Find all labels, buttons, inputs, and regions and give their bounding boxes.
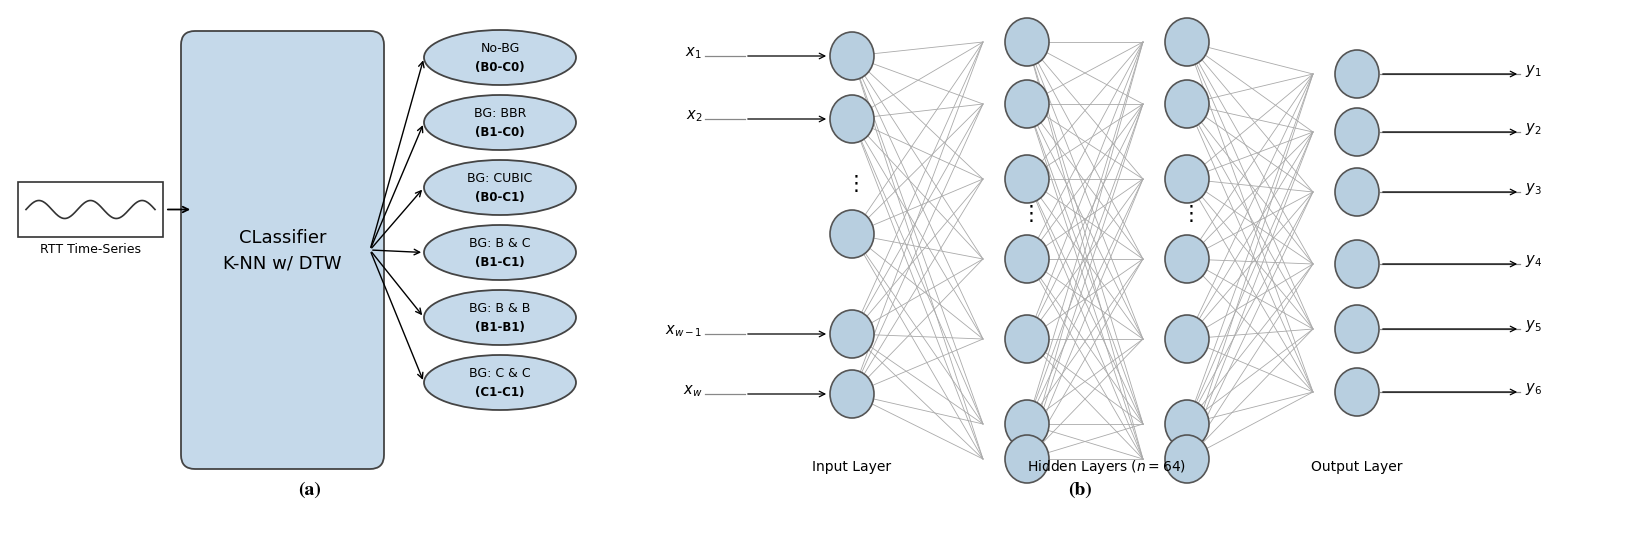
Ellipse shape — [831, 210, 873, 258]
Ellipse shape — [1335, 305, 1379, 353]
Ellipse shape — [1165, 435, 1210, 483]
Ellipse shape — [831, 370, 873, 418]
Ellipse shape — [1165, 235, 1210, 283]
Ellipse shape — [1335, 108, 1379, 156]
Text: Output Layer: Output Layer — [1312, 460, 1402, 474]
Text: BG: B & C: BG: B & C — [470, 237, 531, 250]
Ellipse shape — [424, 95, 577, 150]
Text: $y_3$: $y_3$ — [1524, 181, 1541, 197]
Text: RTT Time-Series: RTT Time-Series — [40, 243, 142, 256]
Text: $x_1$: $x_1$ — [686, 45, 702, 61]
Text: $\vdots$: $\vdots$ — [1020, 203, 1033, 224]
Ellipse shape — [1335, 368, 1379, 416]
Ellipse shape — [424, 355, 577, 410]
Text: $\vdots$: $\vdots$ — [845, 173, 859, 195]
Text: $y_5$: $y_5$ — [1524, 318, 1541, 334]
Text: (a): (a) — [298, 481, 321, 499]
Text: CLassifier: CLassifier — [239, 229, 326, 247]
Ellipse shape — [1335, 168, 1379, 216]
Text: $x_w$: $x_w$ — [682, 383, 702, 399]
Ellipse shape — [1005, 400, 1050, 448]
Ellipse shape — [831, 310, 873, 358]
Ellipse shape — [1165, 80, 1210, 128]
Text: $x_{w-1}$: $x_{w-1}$ — [664, 323, 702, 339]
Ellipse shape — [1165, 400, 1210, 448]
Text: (B1-B1): (B1-B1) — [475, 321, 526, 334]
Ellipse shape — [1005, 155, 1050, 203]
Ellipse shape — [1335, 50, 1379, 98]
Text: $x_2$: $x_2$ — [686, 108, 702, 124]
Text: Input Layer: Input Layer — [812, 460, 892, 474]
Text: (b): (b) — [1068, 481, 1093, 499]
Ellipse shape — [831, 32, 873, 80]
Text: (B1-C1): (B1-C1) — [475, 256, 524, 269]
Ellipse shape — [831, 95, 873, 143]
FancyBboxPatch shape — [181, 31, 384, 469]
Text: K-NN w/ DTW: K-NN w/ DTW — [222, 255, 341, 273]
Ellipse shape — [1005, 235, 1050, 283]
Ellipse shape — [1005, 435, 1050, 483]
Text: (B0-C1): (B0-C1) — [475, 191, 524, 204]
Text: $y_4$: $y_4$ — [1524, 253, 1543, 269]
Text: $y_6$: $y_6$ — [1524, 381, 1543, 397]
Text: BG: BBR: BG: BBR — [475, 107, 526, 120]
Ellipse shape — [1165, 155, 1210, 203]
Ellipse shape — [424, 225, 577, 280]
Ellipse shape — [424, 290, 577, 345]
Ellipse shape — [424, 160, 577, 215]
Text: Hidden Layers ($n = 64$): Hidden Layers ($n = 64$) — [1027, 458, 1187, 476]
Ellipse shape — [1005, 315, 1050, 363]
FancyBboxPatch shape — [18, 182, 163, 237]
Ellipse shape — [1335, 240, 1379, 288]
Ellipse shape — [1165, 315, 1210, 363]
Text: $\vdots$: $\vdots$ — [1180, 203, 1193, 224]
Text: BG: B & B: BG: B & B — [470, 302, 531, 315]
Ellipse shape — [1005, 80, 1050, 128]
Text: $y_1$: $y_1$ — [1524, 63, 1541, 79]
Text: $y_2$: $y_2$ — [1524, 121, 1541, 137]
Ellipse shape — [1005, 18, 1050, 66]
Text: (B1-C0): (B1-C0) — [475, 126, 524, 139]
Ellipse shape — [424, 30, 577, 85]
Text: No-BG: No-BG — [480, 42, 519, 55]
Text: (C1-C1): (C1-C1) — [475, 386, 524, 399]
Text: BG: C & C: BG: C & C — [470, 367, 531, 380]
Text: BG: CUBIC: BG: CUBIC — [468, 172, 532, 185]
Text: (B0-C0): (B0-C0) — [475, 61, 524, 74]
Ellipse shape — [1165, 18, 1210, 66]
